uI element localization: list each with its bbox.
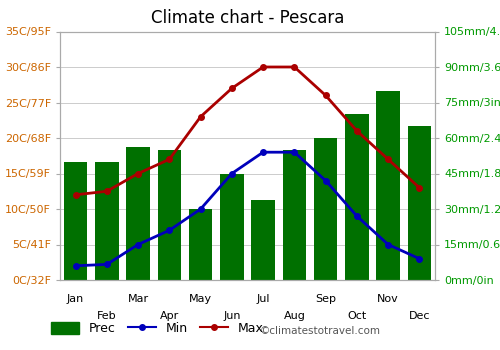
Bar <box>252 199 275 280</box>
Text: Nov: Nov <box>378 294 399 304</box>
Text: Aug: Aug <box>284 310 306 321</box>
Text: Jan: Jan <box>67 294 84 304</box>
Title: Climate chart - Pescara: Climate chart - Pescara <box>151 9 344 27</box>
Bar <box>95 162 118 280</box>
Bar <box>376 91 400 280</box>
Bar <box>314 138 338 280</box>
Bar <box>408 126 431 280</box>
Text: Jul: Jul <box>256 294 270 304</box>
Legend: Prec, Min, Max: Prec, Min, Max <box>46 317 268 340</box>
Bar <box>64 162 88 280</box>
Bar <box>220 174 244 280</box>
Bar <box>189 209 212 280</box>
Text: Feb: Feb <box>97 310 116 321</box>
Bar <box>282 150 306 280</box>
Text: May: May <box>189 294 212 304</box>
Text: Apr: Apr <box>160 310 179 321</box>
Text: Dec: Dec <box>408 310 430 321</box>
Bar <box>158 150 181 280</box>
Bar <box>126 147 150 280</box>
Text: Oct: Oct <box>347 310 366 321</box>
Text: Sep: Sep <box>315 294 336 304</box>
Text: ©climatestotravel.com: ©climatestotravel.com <box>260 326 381 336</box>
Bar <box>345 114 368 280</box>
Text: Jun: Jun <box>223 310 240 321</box>
Text: Mar: Mar <box>128 294 148 304</box>
